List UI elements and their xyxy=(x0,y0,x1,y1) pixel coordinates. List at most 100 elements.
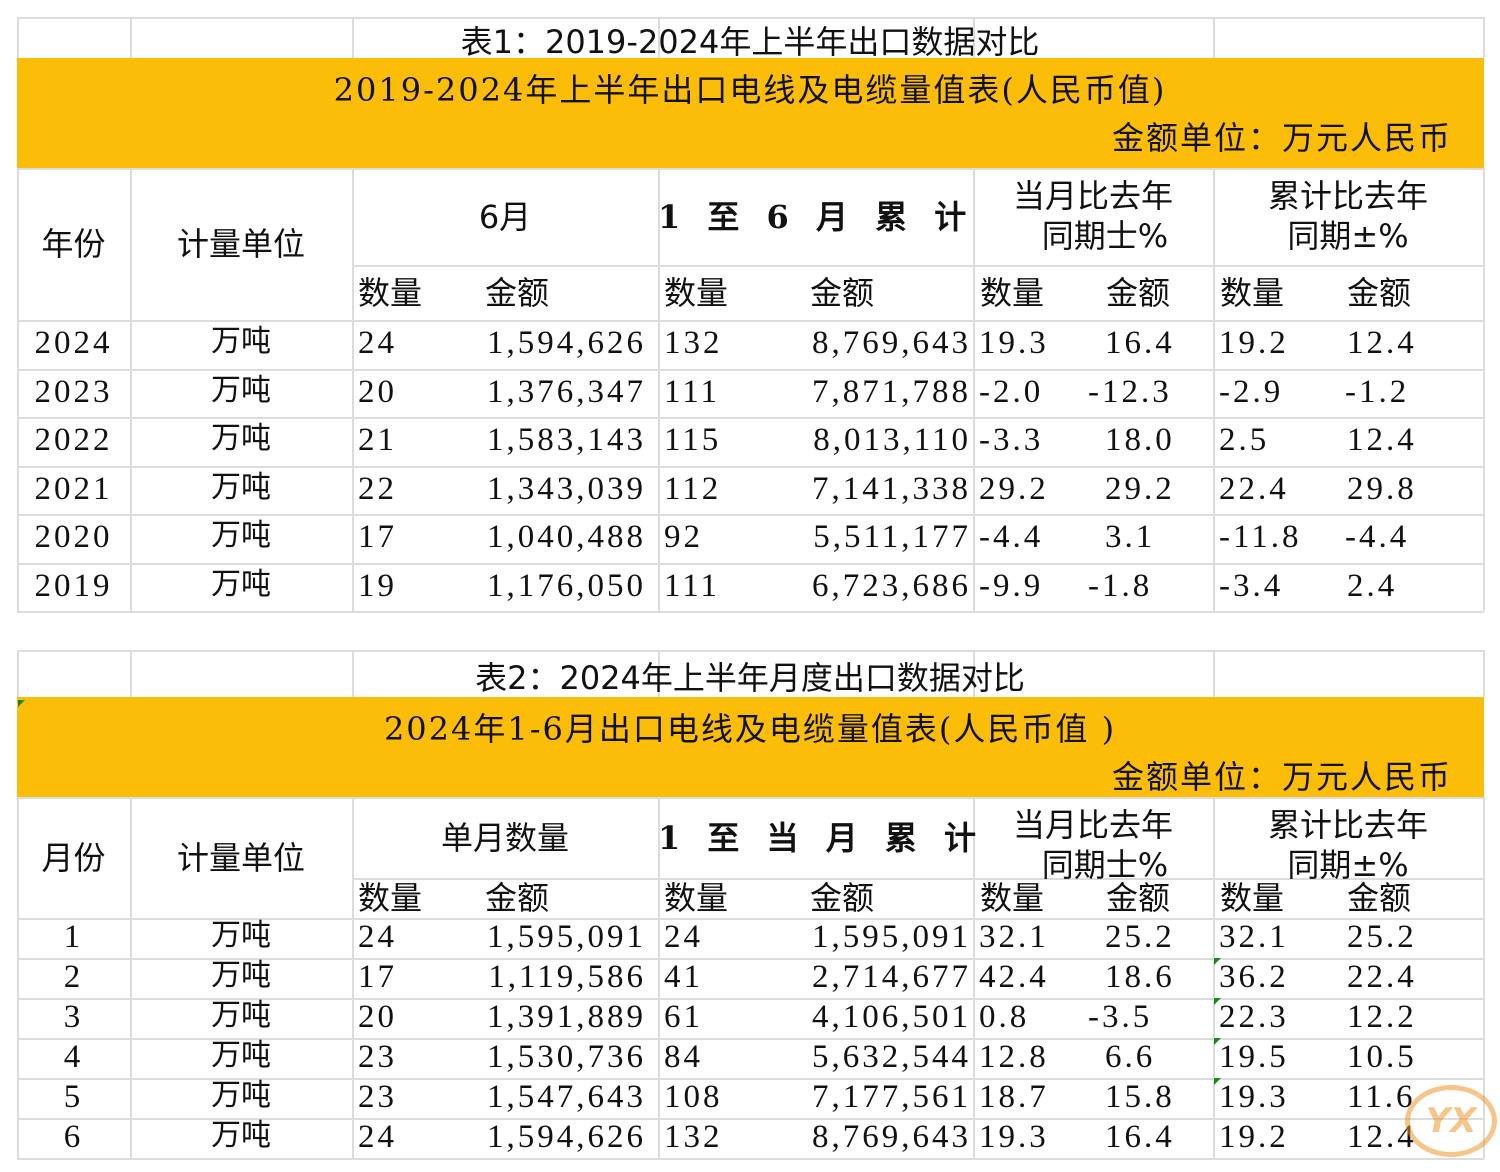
column-line xyxy=(658,168,660,611)
cell-yoy-cum-qty: 19.2 xyxy=(1219,1119,1289,1155)
header-group1: 单月数量 xyxy=(440,818,569,857)
subheader-amount: 金额 xyxy=(485,879,550,917)
comment-marker-icon xyxy=(1214,958,1221,965)
comment-marker-icon xyxy=(1214,1038,1221,1045)
row-line xyxy=(17,320,1484,322)
cell-unit: 万吨 xyxy=(211,998,271,1033)
cell-period: 2022 xyxy=(34,422,113,459)
table1-caption: 表1：2019-2024年上半年出口数据对比 xyxy=(460,23,1040,61)
column-line xyxy=(973,168,975,611)
column-line xyxy=(1483,797,1485,1158)
cell-cum-qty: 111 xyxy=(664,373,721,410)
cell-month-amount: 1,376,347 xyxy=(487,373,646,410)
column-line xyxy=(973,797,975,1158)
cell-yoy-month-qty: 32.1 xyxy=(979,919,1049,955)
column-line xyxy=(17,650,19,697)
comment-marker-icon xyxy=(1214,998,1221,1005)
subheader-amount: 金额 xyxy=(810,879,875,917)
cell-unit: 万吨 xyxy=(211,372,271,408)
subheader-quantity: 数量 xyxy=(1220,879,1285,917)
cell-yoy-cum-amount: 12.4 xyxy=(1347,1119,1417,1155)
column-line xyxy=(1213,650,1215,697)
cell-month-amount: 1,594,626 xyxy=(487,325,646,362)
row-line xyxy=(17,958,1484,960)
cell-month-qty: 17 xyxy=(358,959,397,995)
cell-unit: 万吨 xyxy=(211,958,271,993)
cell-month-qty: 20 xyxy=(358,373,397,410)
cell-yoy-cum-amount: 12.4 xyxy=(1347,422,1417,459)
column-line xyxy=(1213,17,1215,58)
cell-month-amount: 1,391,889 xyxy=(487,999,646,1035)
cell-month-qty: 24 xyxy=(358,919,397,955)
row-line xyxy=(352,878,1484,880)
cell-month-qty: 23 xyxy=(358,1039,397,1075)
header-group2: 1 至 当 月 累 计 xyxy=(658,818,984,857)
cell-yoy-month-qty: -3.3 xyxy=(979,422,1044,459)
row-line xyxy=(17,17,1484,19)
table2-title-band xyxy=(17,697,1484,797)
subheader-amount: 金额 xyxy=(810,273,875,312)
cell-yoy-month-qty: 12.8 xyxy=(979,1039,1049,1075)
cell-yoy-month-qty: 19.3 xyxy=(979,1119,1049,1155)
subheader-quantity: 数量 xyxy=(980,879,1045,917)
header-group3-line1: 当月比去年 xyxy=(1012,806,1173,844)
cell-yoy-cum-qty: 32.1 xyxy=(1219,919,1289,955)
column-line xyxy=(658,797,660,1158)
row-line xyxy=(17,650,1484,652)
row-line xyxy=(17,1158,1484,1160)
cell-unit: 万吨 xyxy=(211,324,271,360)
cell-yoy-month-qty: -4.4 xyxy=(979,519,1044,556)
cell-yoy-month-amount: -12.3 xyxy=(1088,373,1172,410)
cell-cum-amount: 7,141,338 xyxy=(812,470,971,507)
cell-yoy-month-amount: 25.2 xyxy=(1105,919,1175,955)
cell-month-qty: 24 xyxy=(358,1119,397,1155)
cell-yoy-cum-qty: 22.4 xyxy=(1219,470,1289,507)
cell-yoy-cum-qty: 19.2 xyxy=(1219,325,1289,362)
comment-marker-icon xyxy=(18,700,25,707)
cell-month-amount: 1,547,643 xyxy=(487,1079,646,1115)
column-line xyxy=(17,797,19,1158)
cell-month-qty: 19 xyxy=(358,567,397,604)
comment-marker-icon xyxy=(1214,1078,1221,1085)
table1-title: 2019-2024年上半年出口电线及电缆量值表(人民币值) xyxy=(333,71,1167,109)
cell-yoy-month-qty: 19.3 xyxy=(979,325,1049,362)
cell-yoy-cum-qty: 22.3 xyxy=(1219,999,1289,1035)
column-line xyxy=(1213,797,1215,1158)
subheader-quantity: 数量 xyxy=(358,273,423,312)
cell-month-amount: 1,176,050 xyxy=(487,567,646,604)
cell-yoy-month-qty: 29.2 xyxy=(979,470,1049,507)
row-line xyxy=(17,514,1484,516)
row-line xyxy=(17,368,1484,371)
cell-unit: 万吨 xyxy=(211,469,271,505)
cell-cum-amount: 8,769,643 xyxy=(812,325,971,362)
subheader-amount: 金额 xyxy=(1106,273,1171,312)
row-line xyxy=(17,168,1484,170)
column-line xyxy=(1483,168,1485,611)
cell-yoy-cum-amount: 12.2 xyxy=(1347,999,1417,1035)
cell-yoy-month-qty: -9.9 xyxy=(979,567,1044,604)
cell-period: 2019 xyxy=(34,567,113,604)
table2-caption: 表2：2024年上半年月度出口数据对比 xyxy=(475,659,1025,697)
column-line xyxy=(352,168,354,611)
cell-yoy-month-amount: 18.6 xyxy=(1105,959,1175,995)
cell-cum-qty: 132 xyxy=(664,1119,723,1155)
cell-cum-qty: 61 xyxy=(664,999,703,1035)
header-group4-line2: 同期±% xyxy=(1287,217,1409,255)
cell-cum-amount: 1,595,091 xyxy=(812,919,971,955)
cell-cum-qty: 24 xyxy=(664,919,703,955)
cell-yoy-cum-amount: 11.6 xyxy=(1347,1079,1416,1115)
column-line xyxy=(352,797,354,1158)
cell-unit: 万吨 xyxy=(211,918,271,953)
cell-cum-amount: 6,723,686 xyxy=(812,567,971,604)
cell-cum-qty: 108 xyxy=(664,1079,723,1115)
row-line xyxy=(352,265,1484,267)
subheader-quantity: 数量 xyxy=(1220,273,1285,312)
cell-unit: 万吨 xyxy=(211,421,271,457)
cell-yoy-month-amount: 16.4 xyxy=(1105,325,1175,362)
table2-title: 2024年1-6月出口电线及电缆量值表(人民币值 ) xyxy=(383,710,1117,748)
cell-yoy-month-qty: 0.8 xyxy=(979,999,1030,1035)
cell-month-amount: 1,040,488 xyxy=(487,519,646,556)
cell-period: 6 xyxy=(63,1119,84,1155)
cell-yoy-month-amount: -1.8 xyxy=(1088,567,1153,604)
cell-yoy-cum-amount: 25.2 xyxy=(1347,919,1417,955)
